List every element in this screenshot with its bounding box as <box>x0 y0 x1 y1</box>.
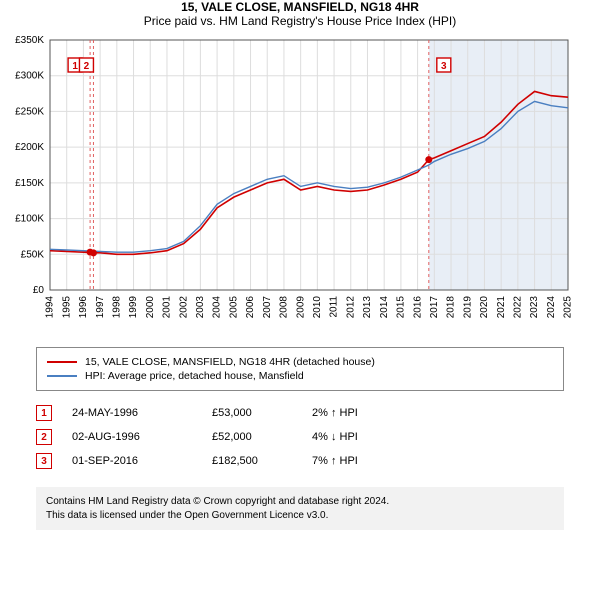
event-marker: 1 <box>36 405 52 421</box>
legend: 15, VALE CLOSE, MANSFIELD, NG18 4HR (det… <box>36 347 564 391</box>
event-date: 02-AUG-1996 <box>72 431 212 443</box>
attribution: Contains HM Land Registry data © Crown c… <box>36 487 564 530</box>
x-tick-label: 2006 <box>245 296 256 319</box>
y-tick-label: £300K <box>15 71 44 82</box>
x-tick-label: 2007 <box>262 296 273 319</box>
x-tick-label: 2001 <box>162 296 173 319</box>
x-tick-label: 2000 <box>145 296 156 319</box>
event-row: 1 24-MAY-1996£53,0002% ↑ HPI <box>36 401 564 425</box>
event-delta: 2% ↑ HPI <box>312 407 432 419</box>
event-price: £182,500 <box>212 455 312 467</box>
y-tick-label: £200K <box>15 142 44 153</box>
x-tick-label: 2005 <box>228 296 239 319</box>
x-tick-label: 2009 <box>295 296 306 319</box>
x-tick-label: 2024 <box>546 296 557 319</box>
x-tick-label: 1996 <box>78 296 89 319</box>
price-chart: £0 £50K £100K £150K £200K £250K £300K £350K 1994… <box>0 34 580 334</box>
legend-label: HPI: Average price, detached house, Mans… <box>85 370 304 382</box>
event-price: £53,000 <box>212 407 312 419</box>
x-tick-label: 2013 <box>362 296 373 319</box>
y-tick-label: £0 <box>33 285 45 296</box>
x-tick-label: 2020 <box>479 296 490 319</box>
x-tick-label: 2025 <box>563 296 574 319</box>
x-tick-label: 1997 <box>95 296 106 319</box>
events-table: 1 24-MAY-1996£53,0002% ↑ HPI 2 02-AUG-1996£… <box>36 401 564 473</box>
x-tick-label: 2012 <box>345 296 356 319</box>
x-tick-label: 2019 <box>462 296 473 319</box>
legend-row: HPI: Average price, detached house, Mans… <box>47 370 553 382</box>
x-tick-label: 2022 <box>513 296 524 319</box>
x-tick-label: 2015 <box>396 296 407 319</box>
x-tick-label: 2004 <box>212 296 223 319</box>
y-tick-label: £150K <box>15 178 44 189</box>
event-label-num: 3 <box>441 61 447 72</box>
x-tick-label: 1999 <box>128 296 139 319</box>
x-tick-label: 2021 <box>496 296 507 319</box>
legend-swatch <box>47 375 77 377</box>
x-tick-label: 2017 <box>429 296 440 319</box>
attribution-line: Contains HM Land Registry data © Crown c… <box>46 495 554 509</box>
event-marker: 3 <box>36 453 52 469</box>
x-tick-label: 1998 <box>111 296 122 319</box>
x-tick-label: 2018 <box>446 296 457 319</box>
x-tick-label: 2003 <box>195 296 206 319</box>
x-tick-label: 2010 <box>312 296 323 319</box>
y-tick-label: £100K <box>15 214 44 225</box>
x-tick-label: 2016 <box>412 296 423 319</box>
event-delta: 4% ↓ HPI <box>312 431 432 443</box>
event-marker: 2 <box>36 429 52 445</box>
legend-swatch <box>47 361 77 363</box>
event-point <box>90 249 97 256</box>
chart-container: £0 £50K £100K £150K £200K £250K £300K £350K 1994… <box>0 34 600 339</box>
x-tick-label: 2008 <box>279 296 290 319</box>
x-tick-label: 1994 <box>45 296 56 319</box>
event-date: 01-SEP-2016 <box>72 455 212 467</box>
x-tick-label: 2011 <box>329 296 340 318</box>
legend-label: 15, VALE CLOSE, MANSFIELD, NG18 4HR (det… <box>85 356 375 368</box>
event-row: 2 02-AUG-1996£52,0004% ↓ HPI <box>36 425 564 449</box>
event-price: £52,000 <box>212 431 312 443</box>
x-tick-label: 2014 <box>379 296 390 319</box>
x-tick-label: 1995 <box>61 296 72 319</box>
legend-row: 15, VALE CLOSE, MANSFIELD, NG18 4HR (det… <box>47 356 553 368</box>
y-tick-label: £350K <box>15 35 44 46</box>
page-title: 15, VALE CLOSE, MANSFIELD, NG18 4HR <box>0 0 600 14</box>
event-label-num: 2 <box>84 61 90 72</box>
attribution-line: This data is licensed under the Open Gov… <box>46 509 554 523</box>
y-tick-label: £250K <box>15 106 44 117</box>
x-tick-label: 2023 <box>529 296 540 319</box>
y-tick-label: £50K <box>21 249 45 260</box>
shaded-region <box>429 40 568 290</box>
page-subtitle: Price paid vs. HM Land Registry's House … <box>0 14 600 28</box>
event-label-num: 1 <box>72 61 78 72</box>
event-point <box>425 156 432 163</box>
x-tick-label: 2002 <box>178 296 189 319</box>
event-delta: 7% ↑ HPI <box>312 455 432 467</box>
event-date: 24-MAY-1996 <box>72 407 212 419</box>
event-row: 3 01-SEP-2016£182,5007% ↑ HPI <box>36 449 564 473</box>
